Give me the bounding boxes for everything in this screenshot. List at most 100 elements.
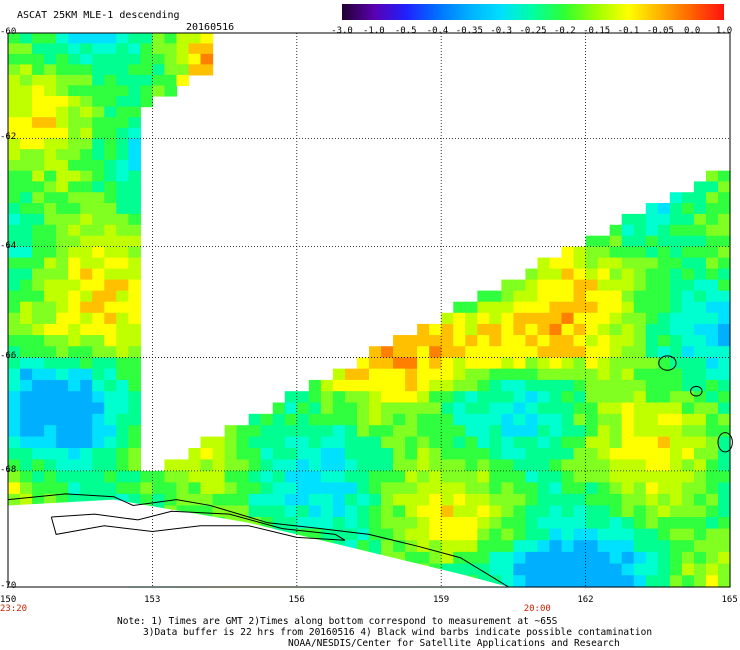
data-cell: [8, 127, 21, 140]
data-cell: [393, 540, 406, 553]
data-cell: [477, 346, 490, 359]
data-cell: [477, 482, 490, 495]
data-cell: [537, 493, 551, 507]
data-cell: [8, 246, 21, 259]
data-cell: [393, 528, 406, 541]
data-cell: [128, 138, 141, 150]
data-cell: [320, 528, 334, 541]
data-cell: [8, 117, 21, 129]
data-cell: [669, 563, 683, 576]
data-cell: [573, 528, 587, 541]
data-cell: [356, 517, 370, 530]
data-cell: [284, 436, 298, 449]
data-cell: [116, 368, 129, 381]
data-cell: [513, 447, 527, 461]
data-cell: [693, 563, 707, 576]
data-cell: [633, 257, 647, 270]
data-cell: [44, 43, 57, 55]
data-cell: [20, 357, 33, 370]
data-cell: [477, 540, 490, 553]
data-cell: [549, 436, 563, 449]
data-cell: [116, 425, 129, 438]
data-cell: [20, 53, 33, 65]
data-cell: [44, 447, 57, 461]
data-cell: [513, 459, 527, 472]
data-cell: [717, 213, 731, 226]
data-cell: [633, 312, 647, 325]
data-cell: [477, 517, 490, 530]
data-cell: [369, 413, 382, 426]
data-cell: [320, 493, 334, 507]
data-cell: [356, 505, 370, 518]
data-cell: [537, 470, 551, 483]
data-cell: [561, 551, 575, 565]
data-cell: [369, 391, 382, 404]
data-cell: [128, 290, 141, 303]
data-cell: [20, 170, 33, 183]
colorbar-label: -0.05: [646, 26, 674, 36]
data-cell: [104, 85, 117, 97]
data-cell: [20, 279, 33, 292]
data-cell: [573, 335, 587, 347]
data-cell: [417, 459, 430, 472]
data-cell: [32, 335, 45, 347]
data-cell: [585, 379, 599, 392]
data-cell: [56, 224, 69, 237]
data-cell: [501, 357, 514, 370]
data-cell: [693, 181, 707, 193]
data-cell: [32, 117, 45, 129]
data-cell: [705, 213, 719, 226]
data-cell: [164, 43, 178, 55]
data-cell: [80, 149, 93, 161]
colorbar-label: 1.0: [715, 26, 733, 36]
data-cell: [561, 312, 575, 325]
data-cell: [116, 106, 129, 118]
data-cell: [441, 470, 454, 483]
data-cell: [140, 33, 153, 45]
data-cell: [441, 517, 454, 530]
data-cell: [621, 436, 635, 449]
data-cell: [561, 357, 575, 370]
data-cell: [92, 138, 105, 150]
data-cell: [405, 357, 418, 370]
data-cell: [645, 213, 659, 226]
data-cell: [525, 493, 539, 507]
data-cell: [561, 301, 575, 314]
data-cell: [284, 505, 298, 518]
data-cell: [705, 290, 719, 303]
data-cell: [128, 43, 141, 55]
data-cell: [477, 459, 490, 472]
data-cell: [224, 459, 238, 472]
data-cell: [92, 170, 105, 183]
data-cell: [657, 436, 671, 449]
data-cell: [260, 413, 274, 426]
data-cell: [453, 528, 466, 541]
data-cell: [573, 563, 587, 576]
data-cell: [489, 447, 502, 461]
data-cell: [597, 459, 611, 472]
data-cell: [621, 213, 635, 226]
data-cell: [356, 379, 370, 392]
data-cell: [525, 346, 539, 359]
colorbar-segment: [628, 4, 661, 20]
data-cell: [248, 470, 262, 483]
data-cell: [92, 301, 105, 314]
colorbar-segment: [405, 4, 438, 20]
data-cell: [320, 505, 334, 518]
data-cell: [417, 368, 430, 381]
data-cell: [501, 528, 514, 541]
data-cell: [56, 279, 69, 292]
data-cell: [669, 203, 683, 215]
data-cell: [104, 159, 117, 172]
data-cell: [597, 447, 611, 461]
data-cell: [597, 470, 611, 483]
data-cell: [465, 335, 478, 347]
data-cell: [44, 117, 57, 129]
data-cell: [164, 470, 178, 483]
data-cell: [561, 482, 575, 495]
data-cell: [32, 312, 45, 325]
data-cell: [621, 505, 635, 518]
map-title: ASCAT 25KM MLE-1 descending: [17, 10, 180, 21]
data-cell: [20, 95, 33, 108]
data-cell: [573, 391, 587, 404]
